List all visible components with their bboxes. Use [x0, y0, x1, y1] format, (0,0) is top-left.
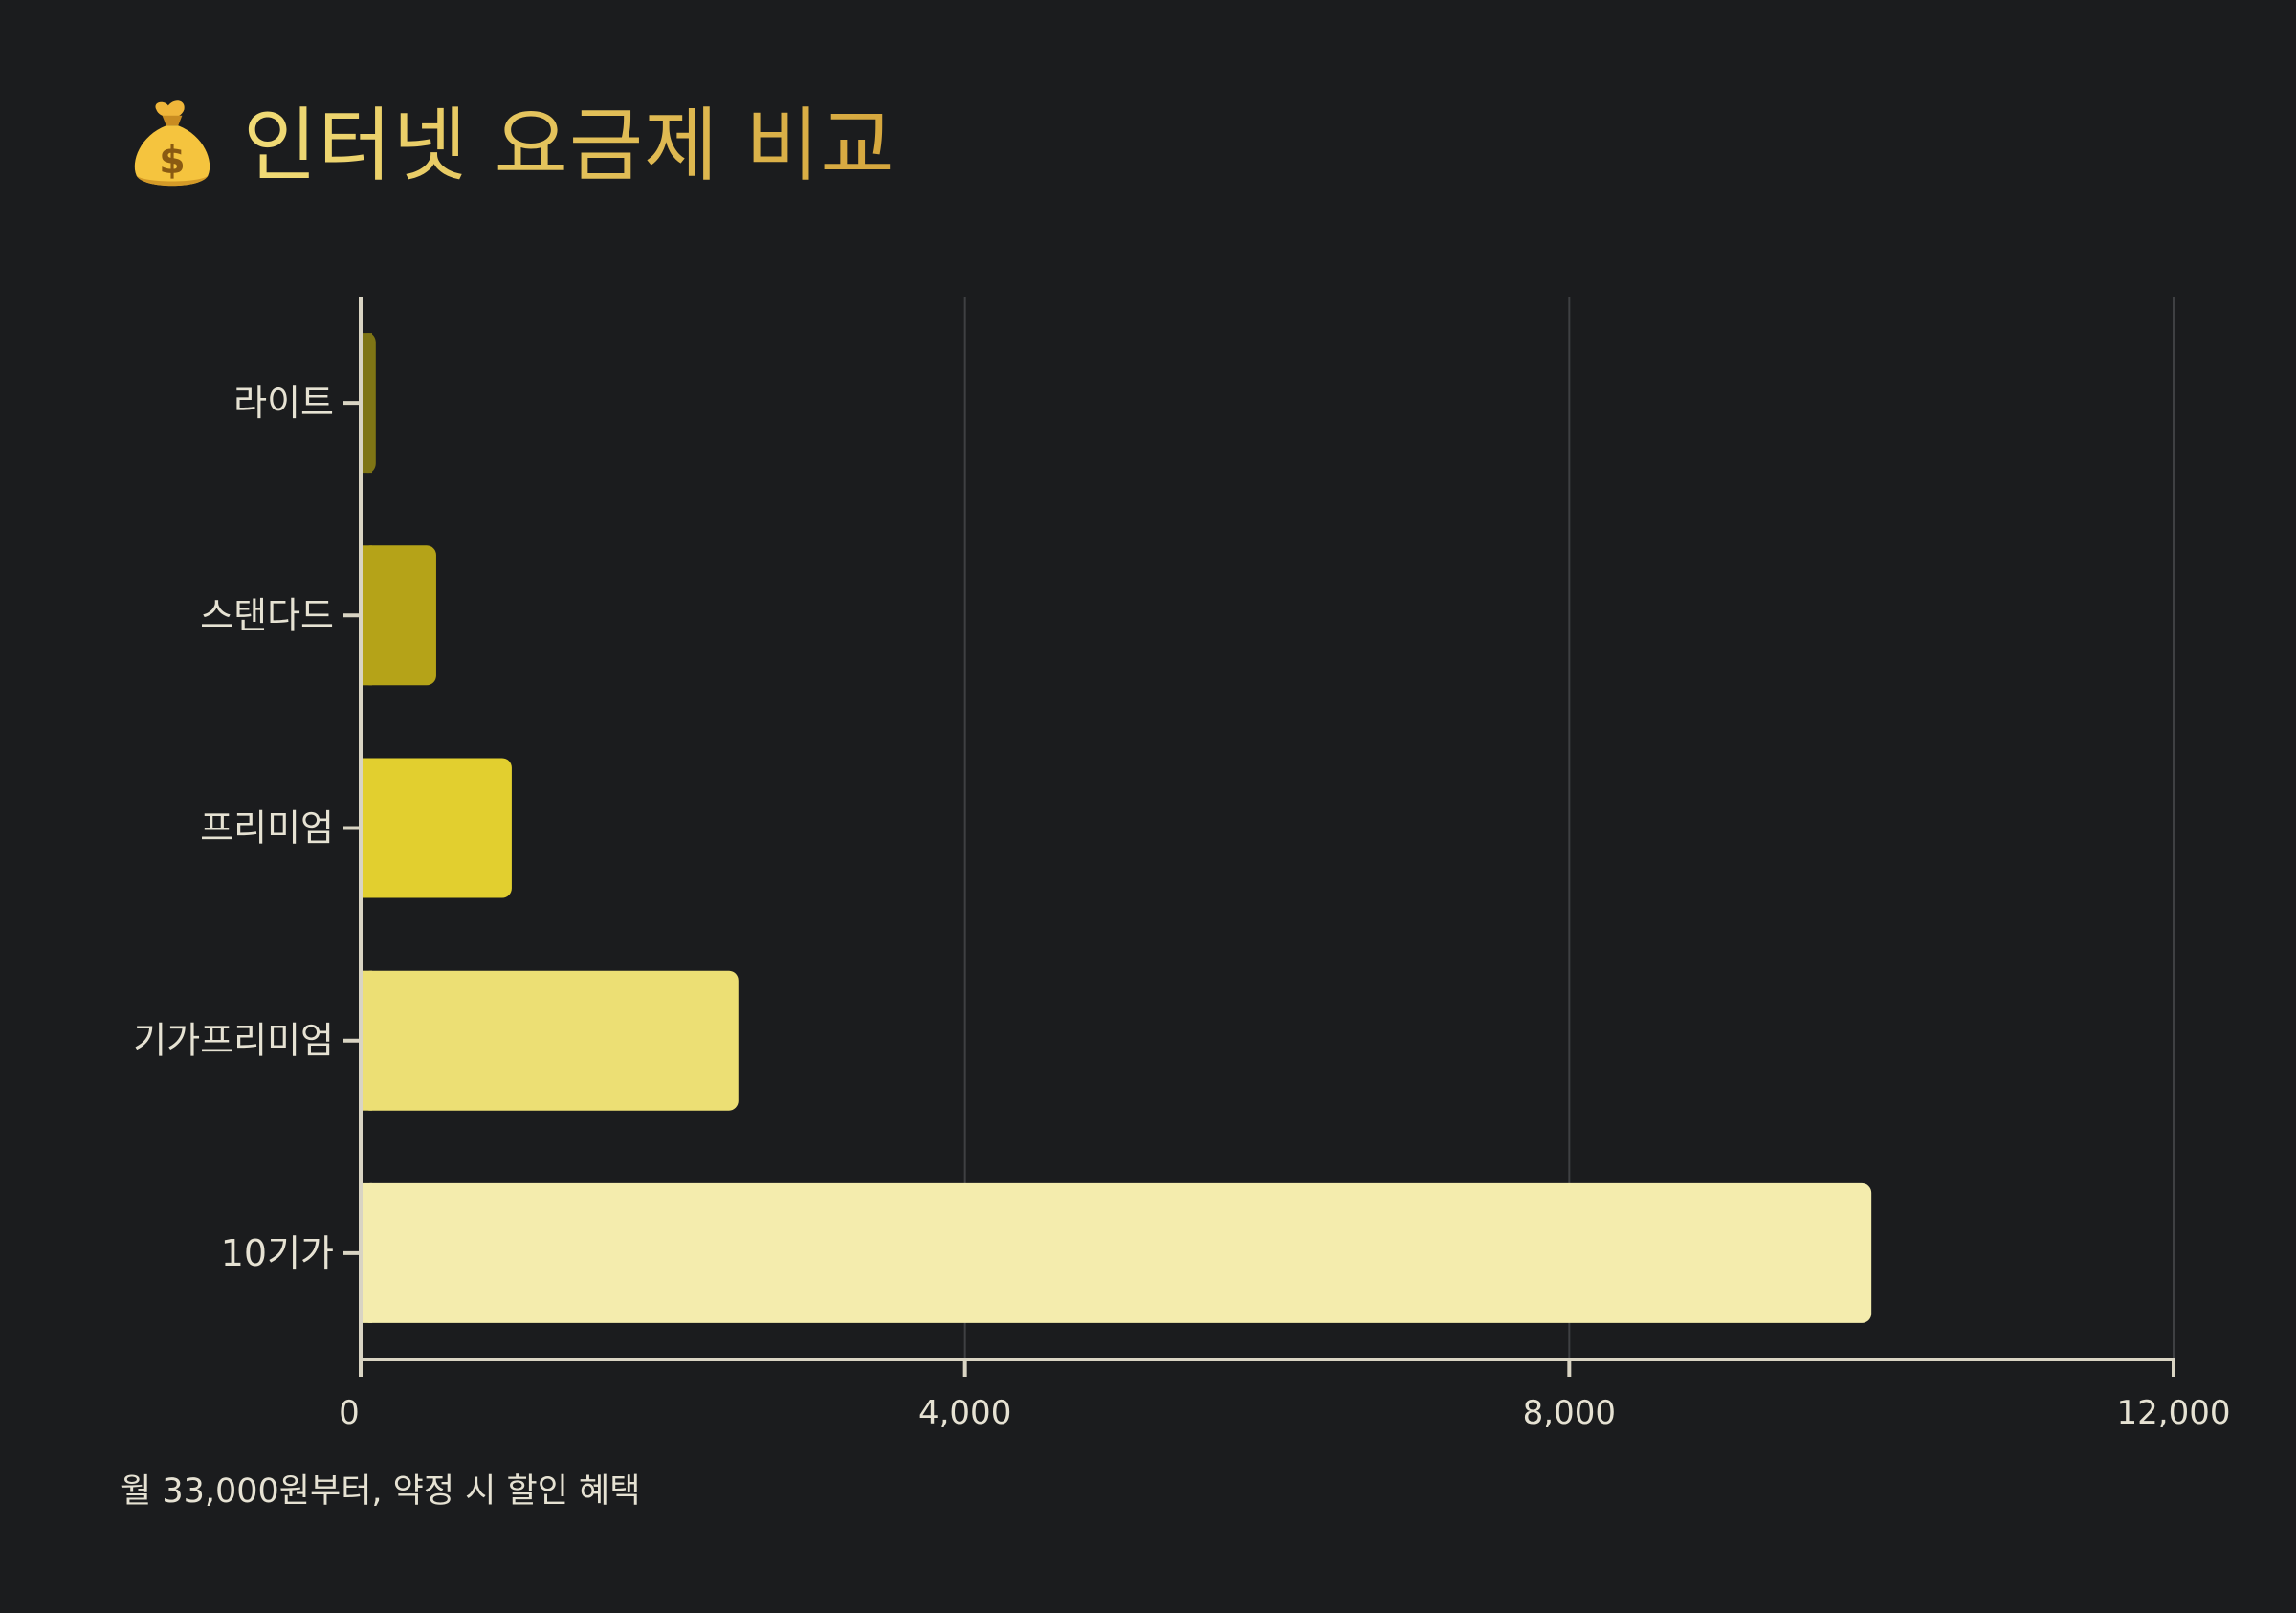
bars [361, 333, 1872, 1323]
x-tick-labels: 0 4,000 8,000 12,000 [339, 1394, 2230, 1432]
chart-title: $ 인터넷 요금제 비교 [122, 88, 895, 203]
bar [361, 1182, 1872, 1323]
bar [361, 758, 512, 898]
money-bag-icon: $ [134, 100, 210, 187]
bar [361, 545, 436, 686]
y-tick-label: 스탠다드 [200, 594, 334, 636]
x-tick-label: 8,000 [1523, 1394, 1616, 1432]
bar-base [361, 970, 372, 1111]
grid-lines [963, 297, 2175, 1359]
x-tick-label: 0 [339, 1394, 360, 1432]
y-tick-label: 10기가 [221, 1232, 334, 1274]
bar-base [361, 758, 372, 898]
x-tick-label: 12,000 [2117, 1394, 2231, 1432]
y-tick-label: 라이트 [233, 382, 334, 424]
x-tick-label: 4,000 [918, 1394, 1011, 1432]
bar-base [361, 1182, 372, 1323]
y-tick-label: 프리미엄 [200, 807, 334, 850]
footnote: 월 33,000원부터, 약정 시 할인 혜택 [121, 1472, 641, 1511]
bar-base [361, 545, 372, 686]
bar-base [361, 333, 372, 474]
y-tick-label: 기가프리미엄 [133, 1020, 334, 1062]
axes [343, 297, 2175, 1377]
svg-text:$: $ [159, 139, 185, 183]
chart-title-text: 인터넷 요금제 비교 [243, 99, 895, 192]
bar [361, 970, 739, 1111]
